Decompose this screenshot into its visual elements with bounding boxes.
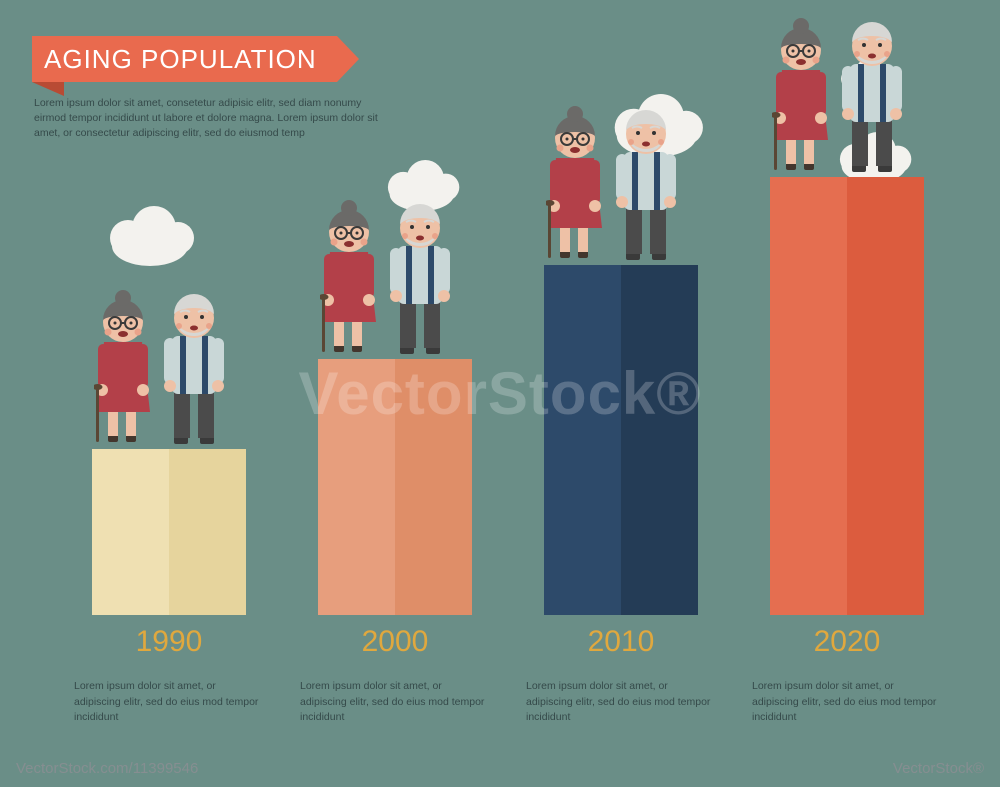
year-label: 2020 (747, 625, 947, 659)
bar-paragraph: Lorem ipsum dolor sit amet, or adipiscin… (526, 679, 716, 725)
elderly-couple-icon (546, 106, 696, 269)
elderly-couple-icon (772, 18, 922, 181)
elderly-couple-icon (320, 200, 470, 363)
year-label: 2010 (521, 625, 721, 659)
year-label: 2000 (295, 625, 495, 659)
aging-bar-chart: 1990 Lorem ipsum dolor sit amet, or adipi… (0, 0, 1000, 787)
bar-paragraph: Lorem ipsum dolor sit amet, or adipiscin… (74, 679, 264, 725)
bar-2000 (318, 359, 472, 615)
bar-1990 (92, 449, 246, 615)
year-label: 1990 (69, 625, 269, 659)
elderly-couple-icon (94, 290, 244, 453)
footer-right: VectorStock® (893, 760, 984, 777)
bar-paragraph: Lorem ipsum dolor sit amet, or adipiscin… (300, 679, 490, 725)
bar-2020 (770, 177, 924, 615)
bar-paragraph: Lorem ipsum dolor sit amet, or adipiscin… (752, 679, 942, 725)
bar-2010 (544, 265, 698, 615)
infographic-canvas: AGING POPULATION Lorem ipsum dolor sit a… (0, 0, 1000, 787)
footer-left: VectorStock.com/11399546 (16, 760, 198, 777)
